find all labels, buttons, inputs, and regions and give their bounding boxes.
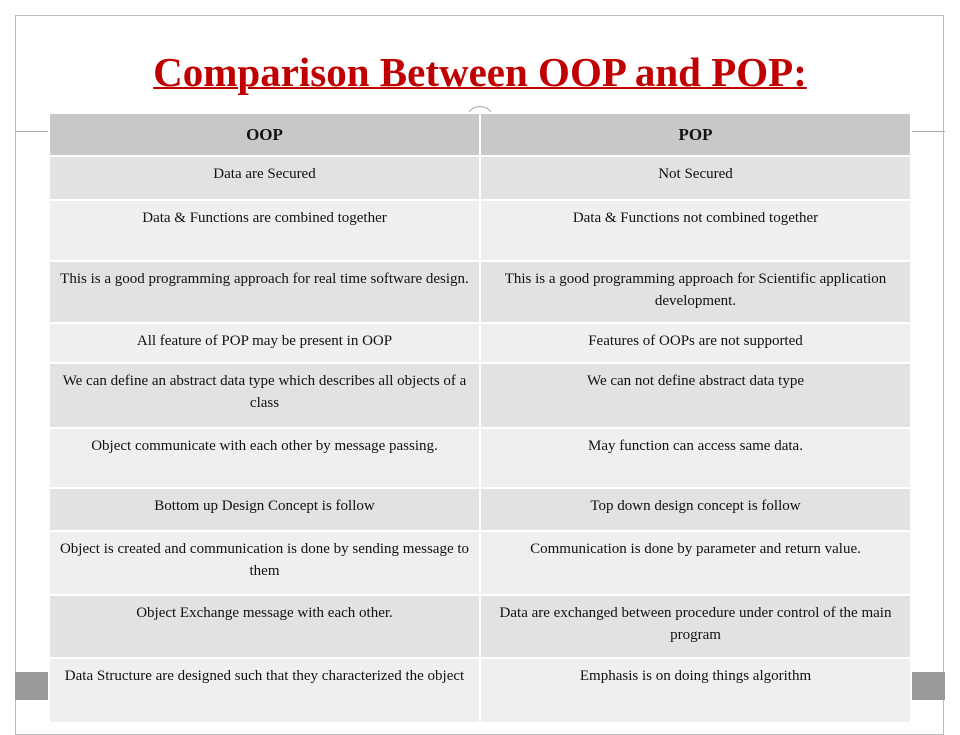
column-header: OOP bbox=[48, 112, 481, 157]
table-row: Object Exchange message with each other.… bbox=[48, 594, 912, 659]
header-row: OOP POP bbox=[48, 112, 912, 157]
table-cell: Data & Functions are combined together bbox=[48, 199, 481, 262]
table-cell: Top down design concept is follow bbox=[479, 487, 912, 532]
column-header: POP bbox=[479, 112, 912, 157]
table-cell: This is a good programming approach for … bbox=[479, 260, 912, 324]
table-row: All feature of POP may be present in OOP… bbox=[48, 322, 912, 364]
table-row: Bottom up Design Concept is follow Top do… bbox=[48, 487, 912, 532]
table-row: This is a good programming approach for … bbox=[48, 260, 912, 324]
table-cell: Bottom up Design Concept is follow bbox=[48, 487, 481, 532]
table-row: Object is created and communication is d… bbox=[48, 530, 912, 596]
footer-bar bbox=[15, 672, 48, 700]
table-cell: Object is created and communication is d… bbox=[48, 530, 481, 596]
table-row: Data Structure are designed such that th… bbox=[48, 657, 912, 724]
table-cell: Data & Functions not combined together bbox=[479, 199, 912, 262]
slide-title: Comparison Between OOP and POP: bbox=[153, 49, 807, 95]
table-cell: Not Secured bbox=[479, 155, 912, 201]
table-cell: We can define an abstract data type whic… bbox=[48, 362, 481, 429]
table-cell: Features of OOPs are not supported bbox=[479, 322, 912, 364]
comparison-table: OOP POP Data are Secured Not Secured Data &… bbox=[48, 112, 912, 724]
table-cell: Object communicate with each other by me… bbox=[48, 427, 481, 489]
table-row: Data & Functions are combined together Da… bbox=[48, 199, 912, 262]
table-cell: Object Exchange message with each other. bbox=[48, 594, 481, 659]
table-cell: Data are Secured bbox=[48, 155, 481, 201]
table-cell: Communication is done by parameter and r… bbox=[479, 530, 912, 596]
table-cell: Emphasis is on doing things algorithm bbox=[479, 657, 912, 724]
table-row: Object communicate with each other by me… bbox=[48, 427, 912, 489]
table-row: We can define an abstract data type whic… bbox=[48, 362, 912, 429]
table-row: Data are Secured Not Secured bbox=[48, 155, 912, 201]
table-cell: We can not define abstract data type bbox=[479, 362, 912, 429]
table-cell: Data are exchanged between procedure und… bbox=[479, 594, 912, 659]
table-cell: Data Structure are designed such that th… bbox=[48, 657, 481, 724]
table-cell: All feature of POP may be present in OOP bbox=[48, 322, 481, 364]
footer-bar bbox=[912, 672, 945, 700]
table-cell: May function can access same data. bbox=[479, 427, 912, 489]
slide: Comparison Between OOP and POP: OOP POP D… bbox=[15, 15, 945, 735]
table-cell: This is a good programming approach for … bbox=[48, 260, 481, 324]
